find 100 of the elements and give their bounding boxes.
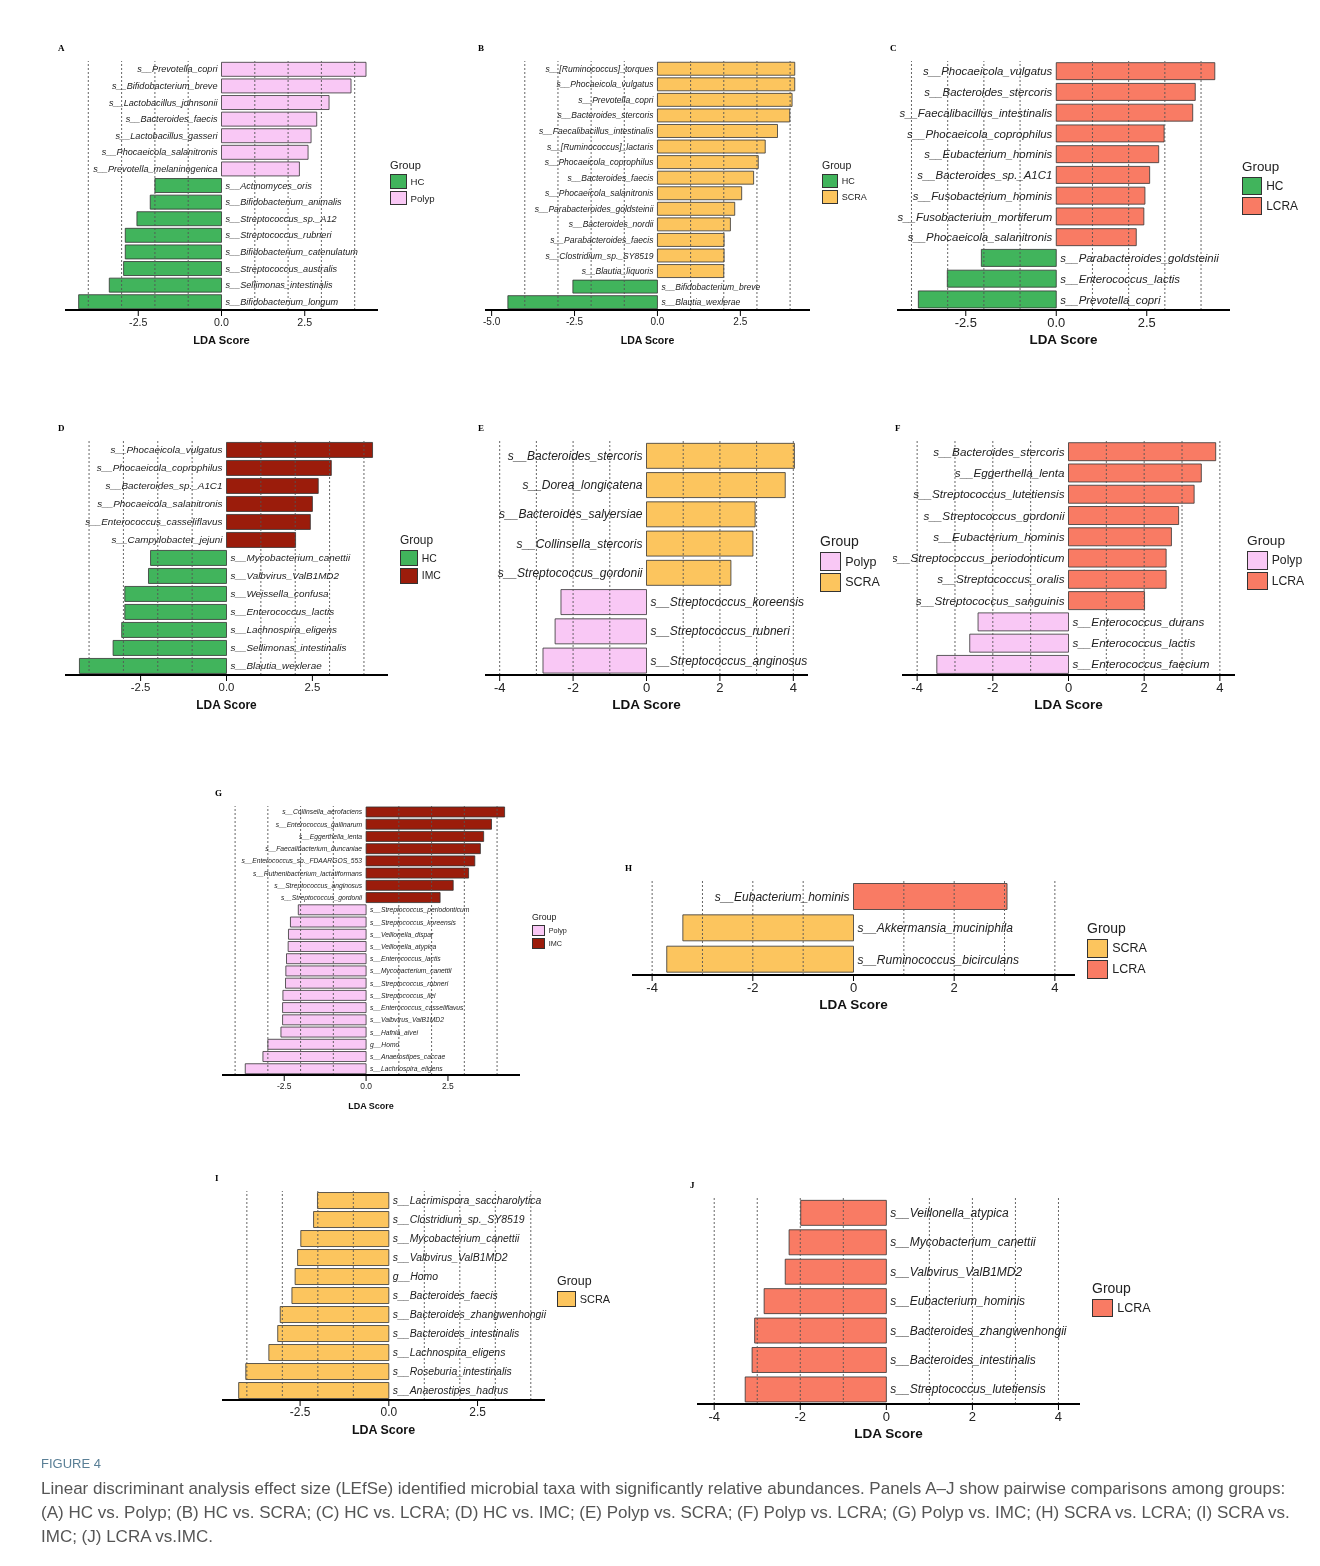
y-tick-label: s__Prevotella_copri: [578, 94, 655, 105]
legend-label: Polyp: [1271, 553, 1303, 568]
y-tick-label: s__Eubacterium_hominis: [924, 148, 1053, 161]
y-tick-label: s__Blautia_wexlerae: [230, 660, 323, 672]
bar: [1055, 228, 1137, 247]
y-tick-label: s__Lactobacillus_johnsonii: [108, 97, 219, 108]
x-axis-title: LDA Score: [351, 1423, 416, 1437]
bar: [936, 655, 1069, 674]
y-tick-label: s__Enterococcus_lactis: [1072, 636, 1196, 650]
y-tick-label: s__Phocaeicola_salanitronis: [545, 188, 655, 199]
bar: [1055, 103, 1194, 122]
y-tick-label: s__Enterococcus_lactis: [230, 606, 335, 618]
legend-label: HC: [421, 552, 437, 564]
bar: [226, 478, 319, 494]
y-tick-label: s__Bacteroides_faecis: [125, 114, 218, 125]
bar: [1055, 62, 1216, 81]
bar: [226, 514, 311, 530]
bar: [646, 472, 786, 498]
y-tick-label: s__Streptococcus_koreensis: [650, 595, 804, 610]
y-tick-label: s__Mycobacterium_canettii: [890, 1235, 1037, 1250]
text: Linear discriminant analysis effect size (LEfSe) identified microbial taxa with significantly relative abundances. Panels A–J show pairwise comparisons among groups: (A) HC vs. Polyp; (B) HC vs. SCRA; (C) HC vs. LCRA; (D) HC vs. IMC; (E) Polyp vs. SCRA; (F) Polyp vs. LCRA; (G) Polyp vs. IMC; (H) SCRA vs. LCRA; (I) SCRA vs. IMC; (J) LCRA vs.IMC.: [41, 1478, 1291, 1548]
y-tick-label: s__Phocaeicola_vulgatus: [110, 444, 223, 456]
legend-title: Group: [1242, 158, 1281, 174]
x-tick-label: -4: [708, 1409, 720, 1425]
x-tick-label: 4: [789, 680, 797, 696]
bar: [124, 586, 227, 602]
legend-label: SCRA: [579, 1293, 611, 1305]
bar: [148, 568, 227, 584]
x-tick-label: 0.0: [360, 1081, 373, 1092]
chart-title: B: [478, 43, 485, 53]
bar: [1055, 207, 1145, 226]
y-tick-label: s__Ruminococcus_bicirculans: [857, 952, 1019, 967]
legend-label: LCRA: [1117, 1300, 1151, 1315]
bar: [1068, 548, 1167, 568]
x-tick-label: -2.5: [130, 681, 151, 694]
bar: [1055, 166, 1151, 184]
legend-title: Group: [822, 158, 853, 171]
legend-title: Group: [1092, 1279, 1132, 1296]
chart-title: H: [625, 863, 633, 873]
y-tick-label: s__Bacteroides_stercoris: [924, 86, 1053, 99]
x-tick-label: 2.5: [1137, 315, 1156, 331]
y-tick-label: s__Clostridium_sp._SY8519: [392, 1214, 525, 1226]
bar: [1055, 83, 1196, 101]
x-axis-title: LDA Score: [854, 1426, 924, 1441]
x-tick-label: 2.5: [297, 315, 313, 328]
y-tick-label: s__Bacteroides_stercoris: [557, 110, 655, 121]
y-tick-label: g__Homo: [392, 1271, 439, 1283]
bar: [1055, 124, 1165, 143]
x-tick-label: -2: [747, 980, 759, 996]
x-tick-label: -2: [987, 680, 999, 696]
y-tick-label: s__Fusobacterium_hominis: [912, 189, 1053, 202]
y-tick-label: s__Streptococcus_rubneri: [650, 624, 791, 639]
bar: [1068, 527, 1172, 547]
bar: [980, 249, 1057, 267]
x-tick-label: 0.0: [218, 681, 235, 694]
y-tick-label: s__Bifidobacterium_longum: [225, 296, 339, 307]
bar: [124, 604, 227, 620]
chart-title: I: [215, 1173, 219, 1183]
x-tick-label: 2: [716, 680, 724, 696]
bar: [1068, 442, 1217, 462]
x-tick-label: 2.5: [469, 1405, 487, 1420]
bar: [226, 460, 332, 476]
y-tick-label: s__Streptococcus_gordonii: [923, 508, 1065, 522]
y-tick-label: s__Streptococcus_rubneri: [225, 230, 333, 241]
y-tick-label: s__Mycobacterium_canettii: [230, 552, 351, 564]
x-axis-title: LDA Score: [348, 1101, 394, 1111]
legend-title: Group: [390, 158, 422, 171]
x-axis-title: LDA Score: [819, 997, 889, 1012]
legend-label: SCRA: [845, 575, 880, 590]
y-tick-label: s__Enterococcus_casseliflavus: [85, 516, 223, 528]
y-tick-label: s__Lachnospira_eligens: [230, 624, 338, 636]
legend-title: Group: [532, 911, 558, 922]
y-tick-label: s__[Ruminococcus]_lactaris: [547, 141, 655, 152]
bar: [646, 559, 732, 586]
y-tick-label: s__Streptococcus_sp._A12: [225, 213, 337, 224]
legend-label: Polyp: [845, 554, 877, 569]
bar: [1055, 145, 1160, 164]
y-tick-label: s__Bacteroides_sp._A1C1: [105, 480, 223, 492]
y-tick-label: s__Veillonella_atypica: [890, 1205, 1009, 1220]
y-tick-label: s__Bacteroides_sp._A1C1: [917, 169, 1053, 182]
y-tick-label: s__Bifidobacterium_animalis: [225, 197, 343, 208]
bar: [646, 501, 756, 528]
chart-title: G: [215, 788, 223, 798]
bar: [1068, 463, 1202, 483]
y-tick-label: s__Streptococcus_sanguinis: [915, 593, 1065, 607]
y-tick-label: s__Bacteroides_zhangwenhongii: [890, 1323, 1067, 1338]
legend-label: Polyp: [410, 192, 435, 204]
x-axis-title: LDA Score: [612, 697, 682, 712]
chart-title: A: [58, 43, 65, 53]
x-tick-label: 2: [950, 980, 958, 996]
legend-title: Group: [400, 533, 435, 548]
bar: [977, 612, 1069, 632]
y-tick-label: s__Fusobacterium_mortiferum: [897, 210, 1053, 223]
legend-label: SCRA: [841, 191, 867, 202]
x-axis-title: LDA Score: [196, 698, 258, 712]
x-tick-label: 0.0: [214, 315, 229, 328]
legend-label: HC: [410, 175, 425, 187]
caption: FIGURE 4: [41, 1456, 102, 1471]
y-tick-label: s__Eubacterium_hominis: [714, 889, 850, 904]
y-tick-label: s__Eubacterium_hominis: [933, 529, 1065, 543]
